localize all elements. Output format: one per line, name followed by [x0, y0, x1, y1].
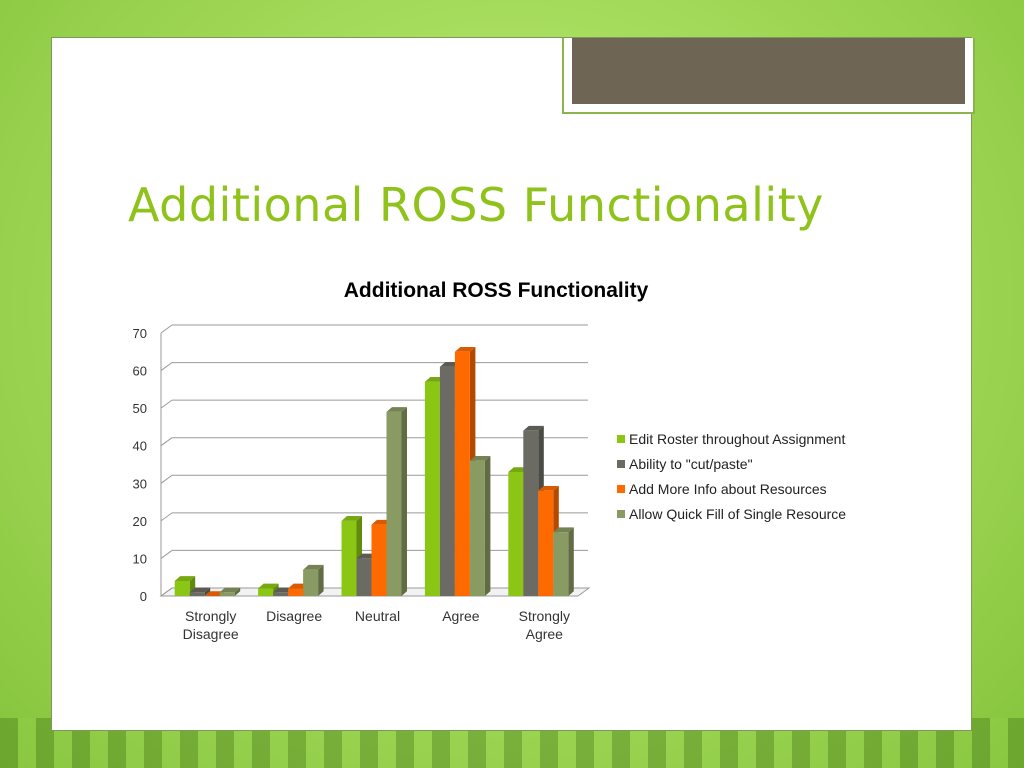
legend-label: Ability to "cut/paste": [629, 456, 753, 472]
bars: [174, 346, 574, 596]
x-tick-label: Agree: [442, 608, 480, 624]
y-tick-label: 50: [133, 401, 147, 416]
legend-swatch: [617, 460, 625, 468]
legend-label: Add More Info about Resources: [629, 481, 827, 497]
x-tick-label: Strongly: [519, 608, 570, 624]
y-tick-label: 60: [133, 364, 147, 379]
slide-title: Additional ROSS Functionality: [128, 178, 824, 232]
gridline-diag: [160, 512, 173, 522]
bar: [303, 564, 324, 596]
y-tick-label: 70: [133, 326, 147, 341]
bar: [469, 455, 491, 596]
y-tick-label: 30: [133, 476, 147, 491]
bar: [189, 587, 211, 596]
gridline-diag: [160, 399, 173, 409]
y-tick-label: 0: [140, 589, 147, 604]
gridline-diag: [160, 474, 173, 484]
bar: [553, 527, 574, 596]
gridline-diag: [160, 587, 173, 597]
y-tick-label: 10: [133, 551, 147, 566]
slide-header-tab: [562, 38, 975, 114]
slide: [51, 37, 975, 731]
bar: [386, 407, 407, 596]
x-axis-labels: Strongly Disagree Disagree Neutral Agree Stro…: [183, 608, 570, 642]
legend-swatch: [617, 435, 625, 443]
y-tick-label: 20: [133, 514, 147, 529]
legend: Edit Roster throughout Assignment Ability…: [617, 431, 846, 522]
bar: [174, 576, 196, 596]
legend-label: Allow Quick Fill of Single Resource: [629, 506, 846, 522]
x-tick-label: Disagree: [266, 608, 322, 624]
bar: [219, 587, 241, 596]
legend-swatch: [617, 485, 625, 493]
gridline-diag: [160, 362, 173, 371]
slide-header-tab-fill: [572, 38, 965, 104]
gridline-diag: [160, 437, 173, 447]
y-tick-label: 40: [133, 439, 147, 454]
x-tick-label: Disagree: [183, 626, 239, 642]
gridline-diag: [160, 324, 173, 334]
gridline-diag: [160, 550, 173, 559]
x-tick-label: Neutral: [355, 608, 400, 624]
x-tick-label: Agree: [526, 626, 564, 642]
y-axis-ticks: 0 10 20 30 40 50 60 70: [133, 326, 147, 604]
x-tick-label: Strongly: [185, 608, 236, 624]
legend-swatch: [617, 510, 625, 518]
legend-label: Edit Roster throughout Assignment: [629, 431, 845, 447]
chart-title: Additional ROSS Functionality: [344, 279, 649, 302]
